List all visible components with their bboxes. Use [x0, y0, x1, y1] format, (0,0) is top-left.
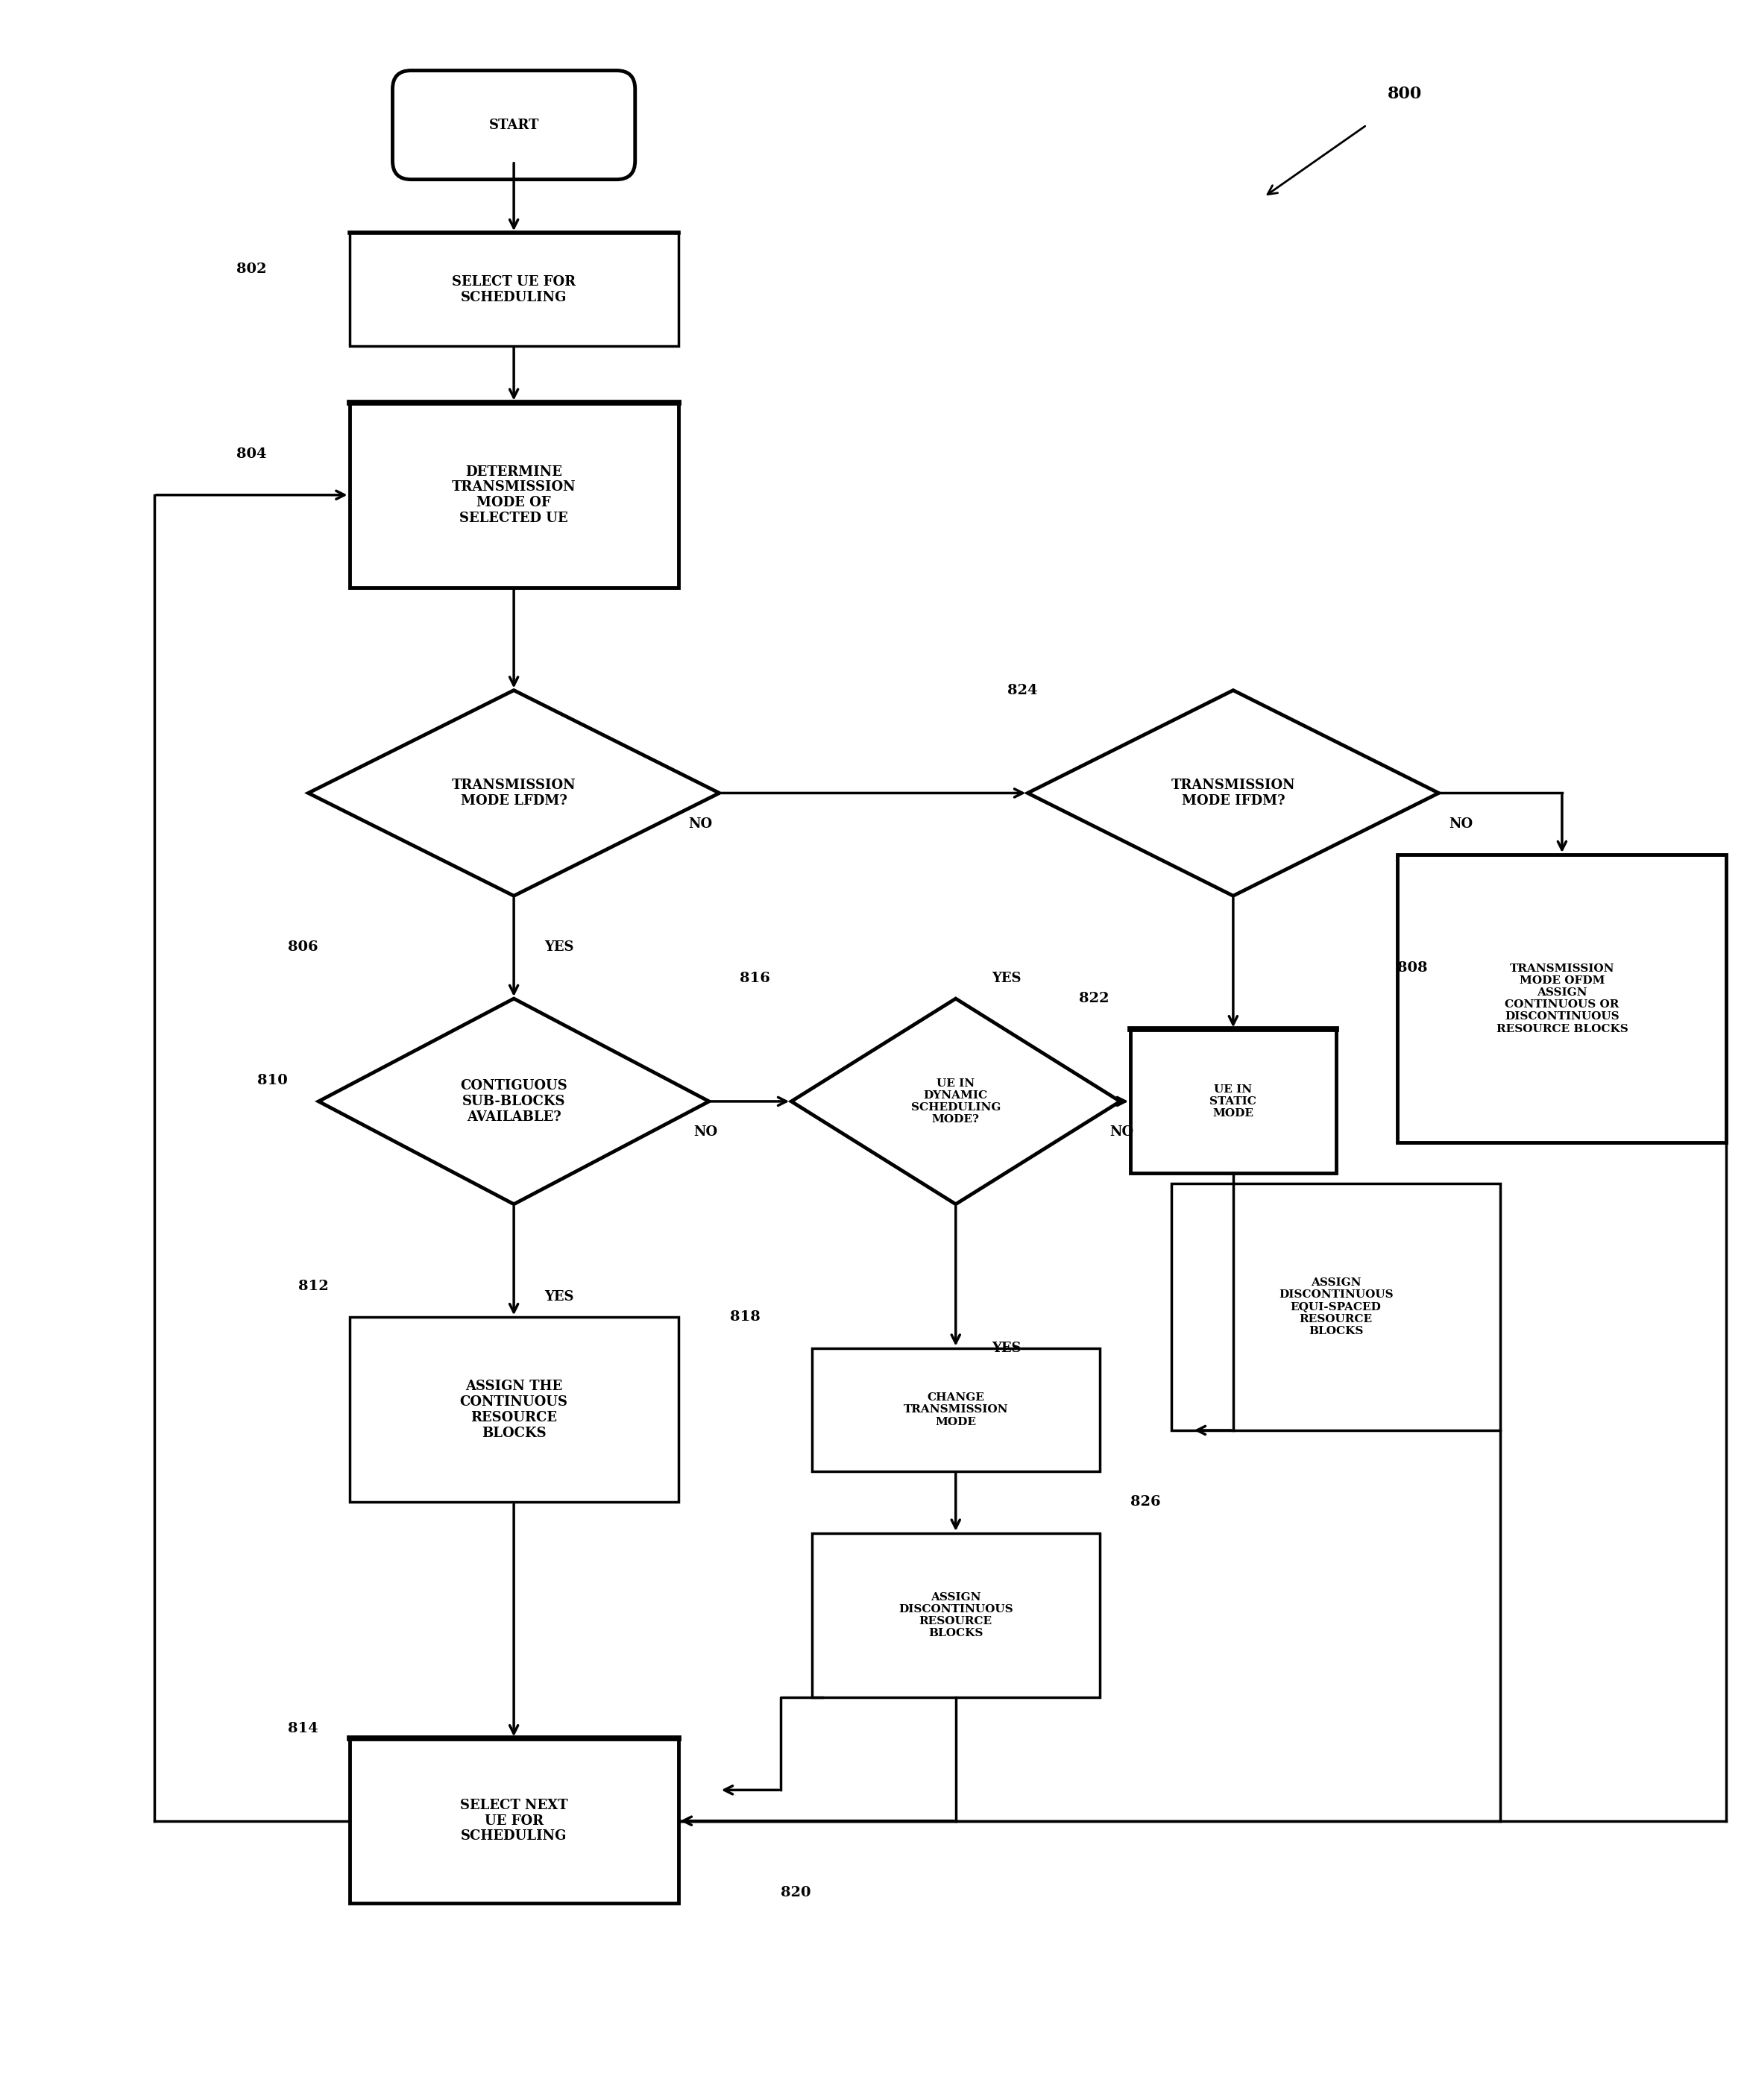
Text: 806: 806 — [288, 941, 318, 953]
FancyBboxPatch shape — [393, 71, 636, 178]
Text: TRANSMISSION
MODE IFDM?: TRANSMISSION MODE IFDM? — [1170, 779, 1295, 808]
Text: NO: NO — [1448, 817, 1473, 832]
Bar — [349, 1317, 678, 1502]
Text: START: START — [489, 118, 538, 132]
Bar — [812, 1533, 1099, 1697]
Bar — [1398, 855, 1726, 1142]
Text: TRANSMISSION
MODE LFDM?: TRANSMISSION MODE LFDM? — [452, 779, 577, 808]
Text: 804: 804 — [236, 447, 267, 460]
Text: 826: 826 — [1130, 1495, 1160, 1510]
Text: YES: YES — [545, 1289, 575, 1304]
Bar — [349, 233, 678, 346]
Bar — [349, 1739, 678, 1903]
Text: 824: 824 — [1006, 685, 1038, 697]
Text: NO: NO — [688, 817, 713, 832]
Text: SELECT UE FOR
SCHEDULING: SELECT UE FOR SCHEDULING — [452, 275, 577, 304]
Text: 822: 822 — [1080, 991, 1109, 1006]
Text: 800: 800 — [1387, 86, 1422, 103]
Text: 820: 820 — [781, 1886, 811, 1900]
Text: CHANGE
TRANSMISSION
MODE: CHANGE TRANSMISSION MODE — [903, 1392, 1008, 1428]
Bar — [812, 1348, 1099, 1472]
Text: UE IN
DYNAMIC
SCHEDULING
MODE?: UE IN DYNAMIC SCHEDULING MODE? — [910, 1077, 1001, 1126]
Text: 818: 818 — [730, 1310, 760, 1323]
Text: DETERMINE
TRANSMISSION
MODE OF
SELECTED UE: DETERMINE TRANSMISSION MODE OF SELECTED … — [452, 464, 577, 525]
Text: ASSIGN
DISCONTINUOUS
EQUI-SPACED
RESOURCE
BLOCKS: ASSIGN DISCONTINUOUS EQUI-SPACED RESOURC… — [1279, 1277, 1392, 1336]
Text: 808: 808 — [1398, 962, 1427, 974]
Text: 810: 810 — [257, 1073, 287, 1088]
Polygon shape — [318, 1000, 709, 1203]
Text: 802: 802 — [236, 262, 267, 275]
Text: SELECT NEXT
UE FOR
SCHEDULING: SELECT NEXT UE FOR SCHEDULING — [459, 1798, 568, 1844]
Text: ASSIGN
DISCONTINUOUS
RESOURCE
BLOCKS: ASSIGN DISCONTINUOUS RESOURCE BLOCKS — [898, 1592, 1013, 1638]
Bar — [349, 403, 678, 588]
Text: 814: 814 — [288, 1722, 318, 1735]
Polygon shape — [1027, 691, 1440, 897]
Bar — [1172, 1184, 1501, 1430]
Bar — [1130, 1029, 1336, 1174]
Text: 816: 816 — [741, 972, 770, 985]
Text: CONTIGUOUS
SUB-BLOCKS
AVAILABLE?: CONTIGUOUS SUB-BLOCKS AVAILABLE? — [459, 1079, 568, 1124]
Text: NO: NO — [1109, 1126, 1134, 1138]
Polygon shape — [307, 691, 720, 897]
Text: NO: NO — [694, 1126, 718, 1138]
Text: YES: YES — [992, 1342, 1022, 1354]
Text: ASSIGN THE
CONTINUOUS
RESOURCE
BLOCKS: ASSIGN THE CONTINUOUS RESOURCE BLOCKS — [459, 1380, 568, 1441]
Text: YES: YES — [545, 941, 575, 953]
Text: TRANSMISSION
MODE OFDM
ASSIGN
CONTINUOUS OR
DISCONTINUOUS
RESOURCE BLOCKS: TRANSMISSION MODE OFDM ASSIGN CONTINUOUS… — [1495, 964, 1628, 1033]
Polygon shape — [791, 1000, 1120, 1203]
Text: YES: YES — [992, 972, 1022, 985]
Text: 812: 812 — [299, 1279, 328, 1294]
Text: UE IN
STATIC
MODE: UE IN STATIC MODE — [1209, 1084, 1256, 1119]
